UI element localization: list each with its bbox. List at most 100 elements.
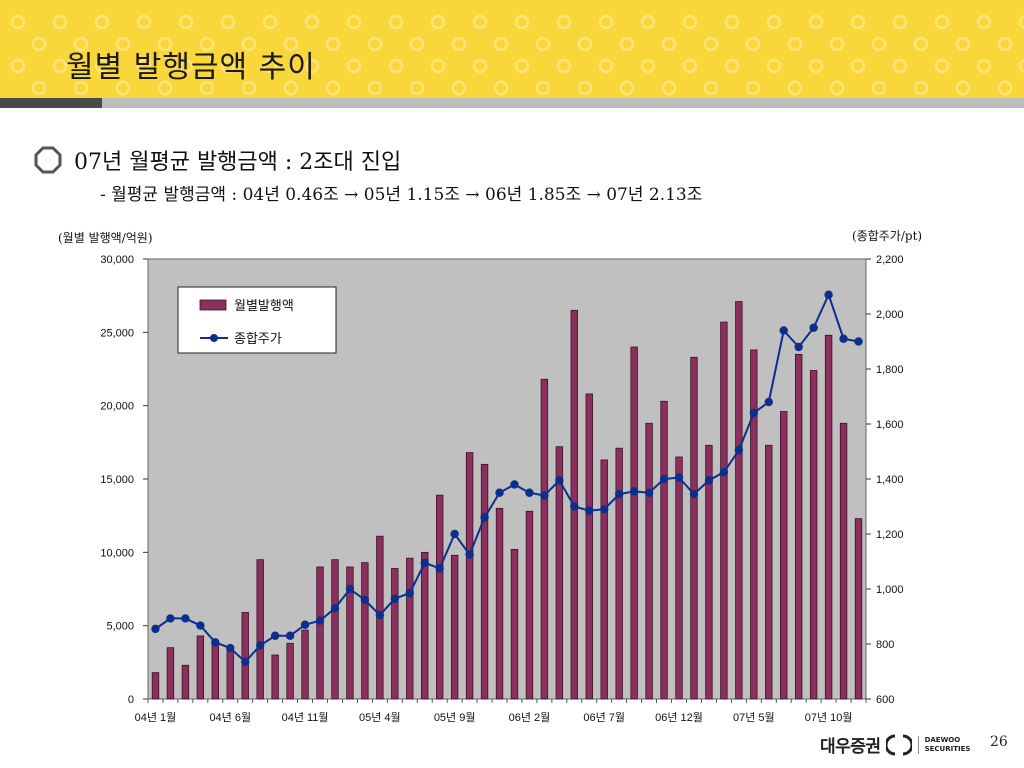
header-dot — [955, 36, 971, 52]
header-dot — [976, 14, 992, 30]
header-dot — [52, 58, 68, 74]
index-point — [390, 594, 400, 603]
header-dot — [766, 14, 782, 30]
bar — [271, 654, 279, 700]
header-dot — [115, 80, 131, 96]
index-point — [495, 488, 504, 497]
logo-english-line1: DAEWOO — [924, 735, 961, 744]
logo-english-line2: SECURITIES — [924, 744, 971, 753]
header-dot — [73, 36, 89, 52]
index-point — [779, 326, 788, 335]
index-point — [360, 595, 370, 605]
bar — [495, 507, 504, 700]
header-stripe-grey — [102, 98, 1024, 108]
bar — [660, 400, 668, 700]
right-tick-label: 1,400 — [876, 474, 904, 486]
header-dot — [451, 36, 467, 52]
header-dot — [1018, 15, 1024, 29]
logo-english-text: DAEWOO SECURITIES — [917, 735, 971, 754]
index-point — [555, 476, 564, 485]
header-dot — [703, 80, 719, 96]
bar — [824, 334, 833, 700]
index-point — [525, 488, 534, 497]
bar — [450, 554, 459, 700]
header-dot — [577, 80, 593, 96]
bar — [421, 551, 429, 700]
header-dot — [220, 14, 236, 30]
logo-mark-icon — [885, 734, 912, 755]
index-point — [196, 621, 205, 630]
left-tick-label: 20,000 — [100, 401, 134, 413]
right-tick-label: 1,000 — [876, 584, 904, 596]
index-point — [375, 610, 385, 620]
header-dot — [157, 80, 173, 96]
header-dot — [262, 14, 278, 30]
header-dot — [871, 36, 887, 52]
index-point — [704, 476, 714, 485]
header-dot — [976, 58, 992, 74]
header-dot — [304, 58, 320, 74]
bar — [166, 647, 175, 700]
bar — [465, 452, 474, 700]
index-point — [300, 620, 310, 629]
header-dot — [409, 80, 425, 96]
header-dot — [682, 58, 698, 74]
header-dot — [1018, 59, 1024, 73]
bar — [435, 494, 444, 700]
index-point — [839, 334, 848, 343]
header-dot — [346, 58, 362, 74]
x-tick-label: 05년 9월 — [434, 711, 476, 724]
left-tick-label: 0 — [128, 694, 134, 706]
bar — [301, 629, 309, 700]
x-tick-label: 04년 1월 — [135, 711, 177, 724]
index-point — [614, 489, 624, 499]
bar — [809, 370, 818, 700]
bar — [765, 444, 773, 700]
right-tick-label: 1,800 — [876, 364, 904, 376]
x-tick-label: 05년 4월 — [359, 711, 401, 724]
header-dot — [367, 80, 383, 96]
bar — [316, 566, 324, 700]
bar — [406, 557, 414, 700]
header-dot — [871, 80, 887, 96]
header-dot — [325, 80, 341, 96]
header-dot — [115, 36, 131, 52]
bar — [720, 321, 728, 700]
bar — [750, 349, 758, 700]
index-point — [764, 397, 773, 407]
header-dot — [31, 80, 47, 96]
legend-bar-swatch — [199, 299, 227, 311]
bar — [630, 346, 638, 700]
header-dot — [745, 80, 761, 96]
bar — [645, 422, 653, 700]
header-dot — [724, 14, 740, 30]
bar — [196, 635, 205, 700]
header-dot — [367, 36, 383, 52]
header-dot — [52, 14, 68, 30]
header-dot — [619, 80, 635, 96]
index-point — [255, 641, 265, 650]
index-point — [510, 480, 519, 489]
header-dot — [430, 14, 446, 30]
header-dot — [955, 80, 971, 96]
header-dot — [997, 36, 1013, 52]
header-dot — [829, 36, 845, 52]
header-dot — [31, 36, 47, 52]
index-point — [585, 506, 594, 515]
header-dot — [514, 14, 530, 30]
header-dot — [325, 36, 341, 52]
index-point — [854, 337, 863, 346]
bar — [794, 353, 803, 700]
index-point — [420, 558, 429, 568]
index-point — [285, 631, 295, 640]
header-dot — [724, 58, 740, 74]
index-point — [405, 588, 414, 598]
header-dot — [472, 58, 488, 74]
bar — [181, 664, 190, 700]
x-tick-label: 04년 6월 — [209, 711, 251, 724]
header-dot — [178, 14, 194, 30]
header-dot — [850, 14, 866, 30]
header-stripe-dark — [0, 98, 102, 108]
header-dot — [535, 36, 551, 52]
page-title: 월별 발행금액 추이 — [66, 50, 316, 85]
